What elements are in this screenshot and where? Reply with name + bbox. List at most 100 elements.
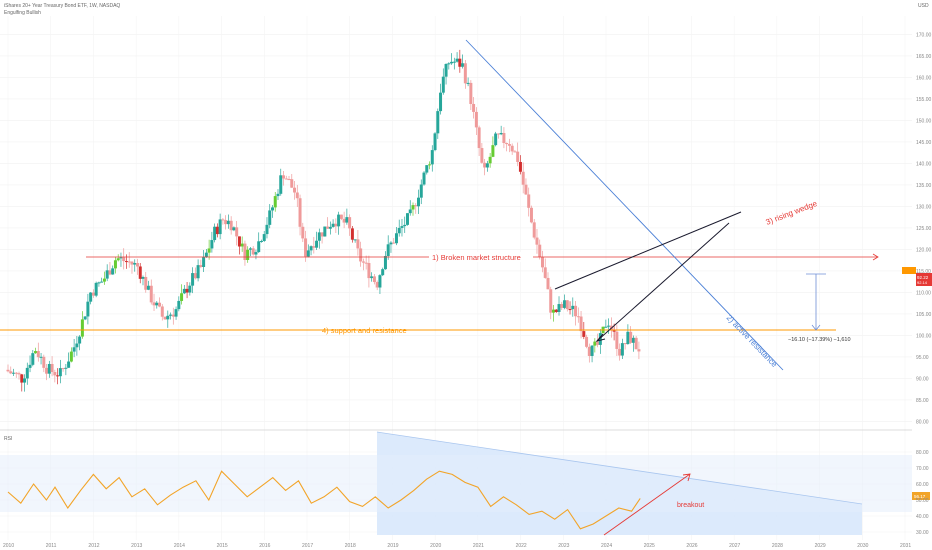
candle-body	[127, 261, 131, 263]
candle-body	[215, 226, 219, 235]
rsi-y-tick-label: 80.00	[916, 450, 929, 456]
candle-body	[180, 293, 184, 301]
rsi-y-tick-label: 30.00	[916, 530, 929, 536]
candle-body	[505, 142, 509, 145]
candle-body	[389, 242, 393, 245]
candle-body	[224, 220, 228, 225]
candle-body	[243, 243, 247, 260]
candle-body	[268, 210, 272, 225]
candle-body	[323, 226, 327, 237]
candle-body	[397, 227, 401, 234]
candle-body	[9, 371, 13, 374]
candle-body	[546, 277, 550, 290]
price-badge-value: 92.22	[917, 275, 929, 280]
candle-body	[364, 262, 368, 264]
candle-body	[607, 325, 611, 327]
candle-body	[34, 351, 38, 354]
candle-body	[560, 304, 564, 308]
candle-body	[257, 241, 261, 253]
rsi-channel-top	[376, 431, 863, 505]
candle-body	[532, 222, 536, 238]
candle-body	[571, 305, 575, 310]
candle-body	[386, 244, 390, 256]
x-tick-label: 2021	[473, 543, 484, 549]
candle-body	[251, 248, 255, 255]
candle-body	[598, 333, 602, 345]
x-tick-label: 2025	[644, 543, 655, 549]
y-tick-label: 90.00	[916, 376, 929, 382]
candle-body	[144, 276, 148, 290]
candle-body	[447, 63, 451, 65]
broken-structure-label: 1) Broken market structure	[432, 253, 521, 262]
candle-body	[425, 165, 429, 173]
candle-body	[483, 162, 487, 168]
candle-body	[469, 82, 473, 104]
candle-body	[394, 233, 398, 244]
candle-body	[634, 337, 638, 350]
x-tick-label: 2023	[558, 543, 569, 549]
price-marker-orange	[902, 267, 916, 274]
candle-body	[455, 58, 459, 62]
candle-body	[637, 349, 641, 352]
candle-body	[232, 227, 236, 231]
candle-body	[94, 282, 98, 296]
candle-body	[463, 63, 467, 84]
candle-body	[430, 150, 434, 165]
candle-body	[342, 218, 346, 223]
rising-wedge-label: 3) rising wedge	[764, 199, 818, 227]
candle-body	[574, 305, 578, 317]
candle-body	[141, 276, 145, 279]
candle-body	[317, 232, 321, 241]
x-tick-label: 2017	[302, 543, 313, 549]
candle-body	[378, 275, 382, 288]
candle-body	[370, 276, 374, 279]
candle-body	[166, 315, 170, 320]
candle-body	[436, 111, 440, 134]
candle-body	[315, 240, 319, 248]
candle-body	[615, 331, 619, 349]
candle-body	[14, 372, 18, 374]
rsi-line	[7, 470, 641, 530]
price-badge	[916, 273, 932, 286]
candle-body	[596, 341, 600, 345]
candle-body	[188, 285, 192, 293]
candle-body	[557, 304, 561, 312]
candle-body	[262, 234, 266, 241]
candle-body	[221, 219, 225, 221]
candle-body	[111, 268, 115, 275]
candle-body	[290, 179, 294, 188]
candle-body	[149, 285, 153, 303]
broken-structure-arrow	[872, 253, 879, 261]
candle-body	[513, 151, 517, 153]
y-axis-rsi: 30.00 40.00 50.00 60.00 70.00 80.00	[916, 450, 929, 536]
candle-body	[458, 58, 462, 67]
candle-body	[491, 145, 495, 157]
candle-body	[585, 336, 589, 347]
candle-body	[510, 145, 514, 152]
candle-body	[499, 132, 503, 135]
candle-body	[328, 226, 332, 229]
candle-body	[417, 197, 421, 207]
breakout-label: breakout	[677, 502, 704, 509]
y-tick-label: 165.00	[916, 54, 932, 60]
candle-body	[163, 316, 167, 320]
x-tick-label: 2014	[174, 543, 185, 549]
candle-body	[414, 205, 418, 207]
candle-body	[174, 309, 178, 317]
x-tick-label: 2031	[900, 543, 911, 549]
candle-body	[372, 276, 376, 283]
candle-body	[334, 223, 338, 227]
candle-body	[353, 239, 357, 241]
candle-body	[309, 246, 313, 251]
candle-body	[193, 273, 197, 279]
candle-body	[42, 356, 46, 368]
candle-body	[552, 309, 556, 313]
wedge-arrow	[595, 333, 606, 342]
x-tick-label: 2015	[217, 543, 228, 549]
candle-body	[270, 207, 274, 211]
candle-body	[254, 252, 258, 255]
candle-body	[331, 223, 335, 227]
candle-body	[108, 270, 112, 275]
candle-body	[361, 261, 365, 263]
candle-body	[53, 372, 57, 376]
